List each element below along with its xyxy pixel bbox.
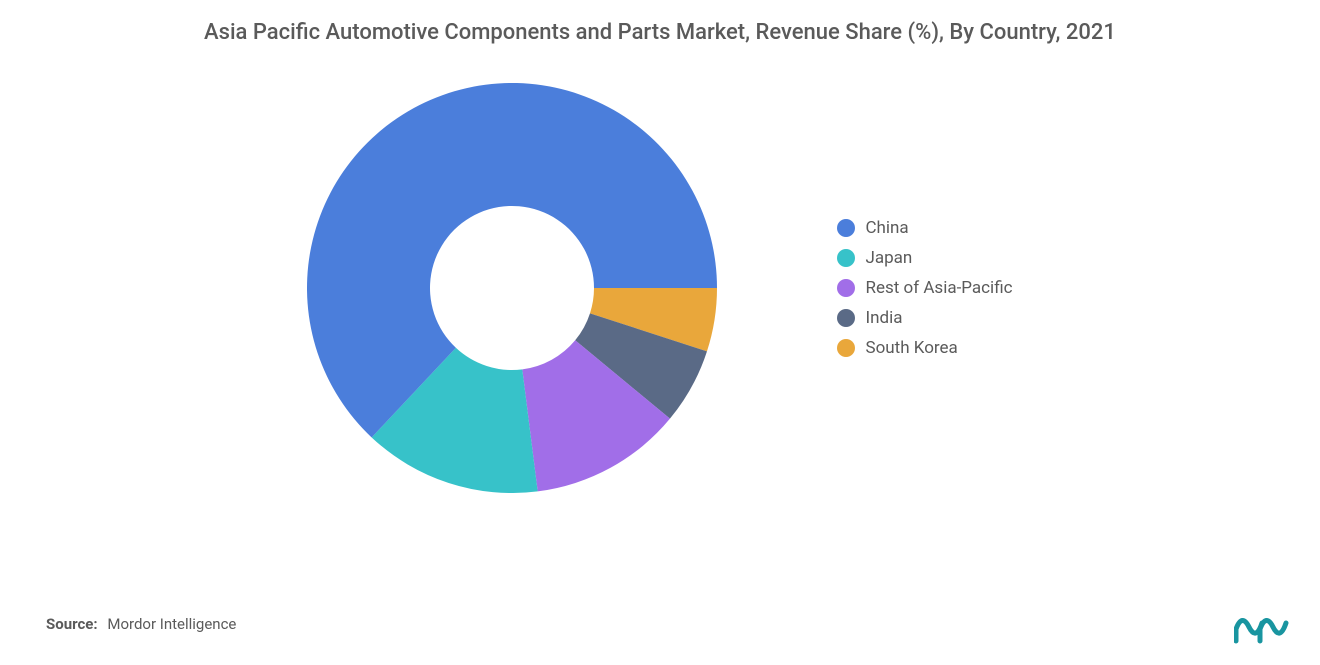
legend-item: South Korea [837, 338, 1012, 358]
legend-label: China [865, 218, 908, 238]
legend-swatch-icon [837, 309, 855, 327]
legend-swatch-icon [837, 219, 855, 237]
legend-swatch-icon [837, 249, 855, 267]
chart-title: Asia Pacific Automotive Components and P… [0, 0, 1320, 48]
legend-label: Japan [865, 248, 912, 268]
legend-item: China [837, 218, 1012, 238]
donut-chart [307, 83, 717, 493]
legend-item: Rest of Asia-Pacific [837, 278, 1012, 298]
source-prefix: Source: [46, 615, 98, 633]
legend-item: India [837, 308, 1012, 328]
chart-area: China Japan Rest of Asia-Pacific India South… [0, 48, 1320, 528]
source-line: Source: Mordor Intelligence [46, 615, 236, 633]
legend-item: Japan [837, 248, 1012, 268]
brand-logo-icon [1234, 605, 1292, 645]
source-text: Mordor Intelligence [107, 615, 236, 633]
legend-swatch-icon [837, 279, 855, 297]
legend-label: Rest of Asia-Pacific [865, 278, 1012, 298]
legend-label: South Korea [865, 338, 957, 358]
legend: China Japan Rest of Asia-Pacific India South… [837, 218, 1012, 358]
legend-label: India [865, 308, 902, 328]
legend-swatch-icon [837, 339, 855, 357]
